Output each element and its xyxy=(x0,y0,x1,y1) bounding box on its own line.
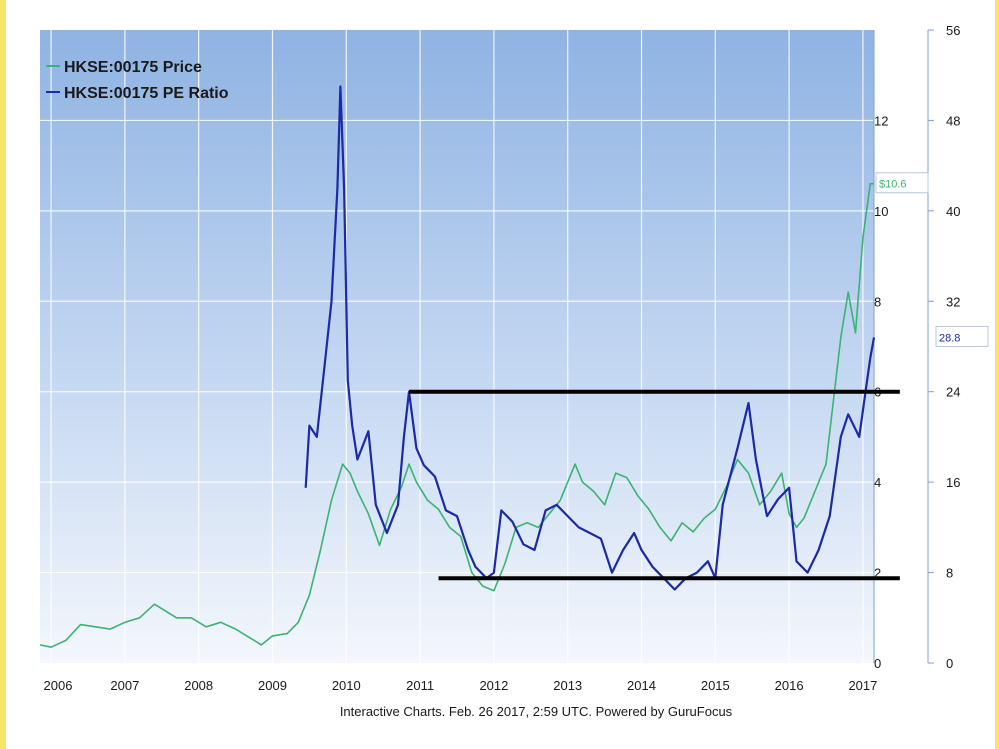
legend-price-label: HKSE:00175 Price xyxy=(64,59,202,76)
price-pe-chart: 2006 2007 2008 2009 2010 2011 2012 2013 2014 2015… xyxy=(39,23,989,719)
x-tick-label: 2017 xyxy=(848,678,877,693)
pe-axis-tick-label: 16 xyxy=(946,475,960,490)
x-tick-label: 2016 xyxy=(775,678,804,693)
pe-ratio-line xyxy=(304,85,876,591)
x-tick-label: 2013 xyxy=(553,678,582,693)
x-tick-label: 2011 xyxy=(406,678,434,693)
price-axis-tick-label: 8 xyxy=(874,294,881,309)
x-tick-label: 2012 xyxy=(479,678,508,693)
legend-pe-label: HKSE:00175 PE Ratio xyxy=(64,85,229,102)
price-axis-tick-label: 12 xyxy=(874,113,888,128)
reference-lines xyxy=(409,389,900,581)
x-tick-label: 2014 xyxy=(627,678,656,693)
price-axis-tick-label: 0 xyxy=(874,656,881,671)
value-label-box xyxy=(935,325,989,347)
chart-footer: Interactive Charts. Feb. 26 2017, 2:59 U… xyxy=(340,704,733,719)
pe-axis-tick-label: 48 xyxy=(946,113,960,128)
x-tick-label: 2007 xyxy=(110,678,139,693)
value-label: $10.6 xyxy=(879,179,907,191)
plot-background xyxy=(40,30,874,663)
value-label-box xyxy=(875,172,929,194)
x-tick-label: 2008 xyxy=(184,678,213,693)
pe-axis-tick-label: 24 xyxy=(946,385,960,400)
x-tick-label: 2010 xyxy=(332,678,361,693)
price-axis-tick-label: 4 xyxy=(874,475,881,490)
grid-lines xyxy=(40,30,874,663)
price-axis-tick-label: 2 xyxy=(874,566,881,581)
x-tick-label: 2015 xyxy=(701,678,730,693)
value-label: 28.8 xyxy=(939,332,960,344)
pe-axis-tick-label: 8 xyxy=(946,566,953,581)
pe-axis-tick-label: 56 xyxy=(946,23,960,38)
pe-axis-tick-label: 0 xyxy=(946,656,953,671)
pe-axis-tick-label: 32 xyxy=(946,294,960,309)
x-tick-label: 2006 xyxy=(44,678,73,693)
x-tick-label: 2009 xyxy=(258,678,287,693)
pe-axis-tick-label: 40 xyxy=(946,204,960,219)
axes: 2006 2007 2008 2009 2010 2011 2012 2013 2014 2015… xyxy=(44,23,961,693)
price-axis-tick-label: 10 xyxy=(874,204,888,219)
value-labels: $10.6 28.8 xyxy=(875,172,989,347)
legend: HKSE:00175 Price HKSE:00175 PE Ratio xyxy=(46,59,229,102)
